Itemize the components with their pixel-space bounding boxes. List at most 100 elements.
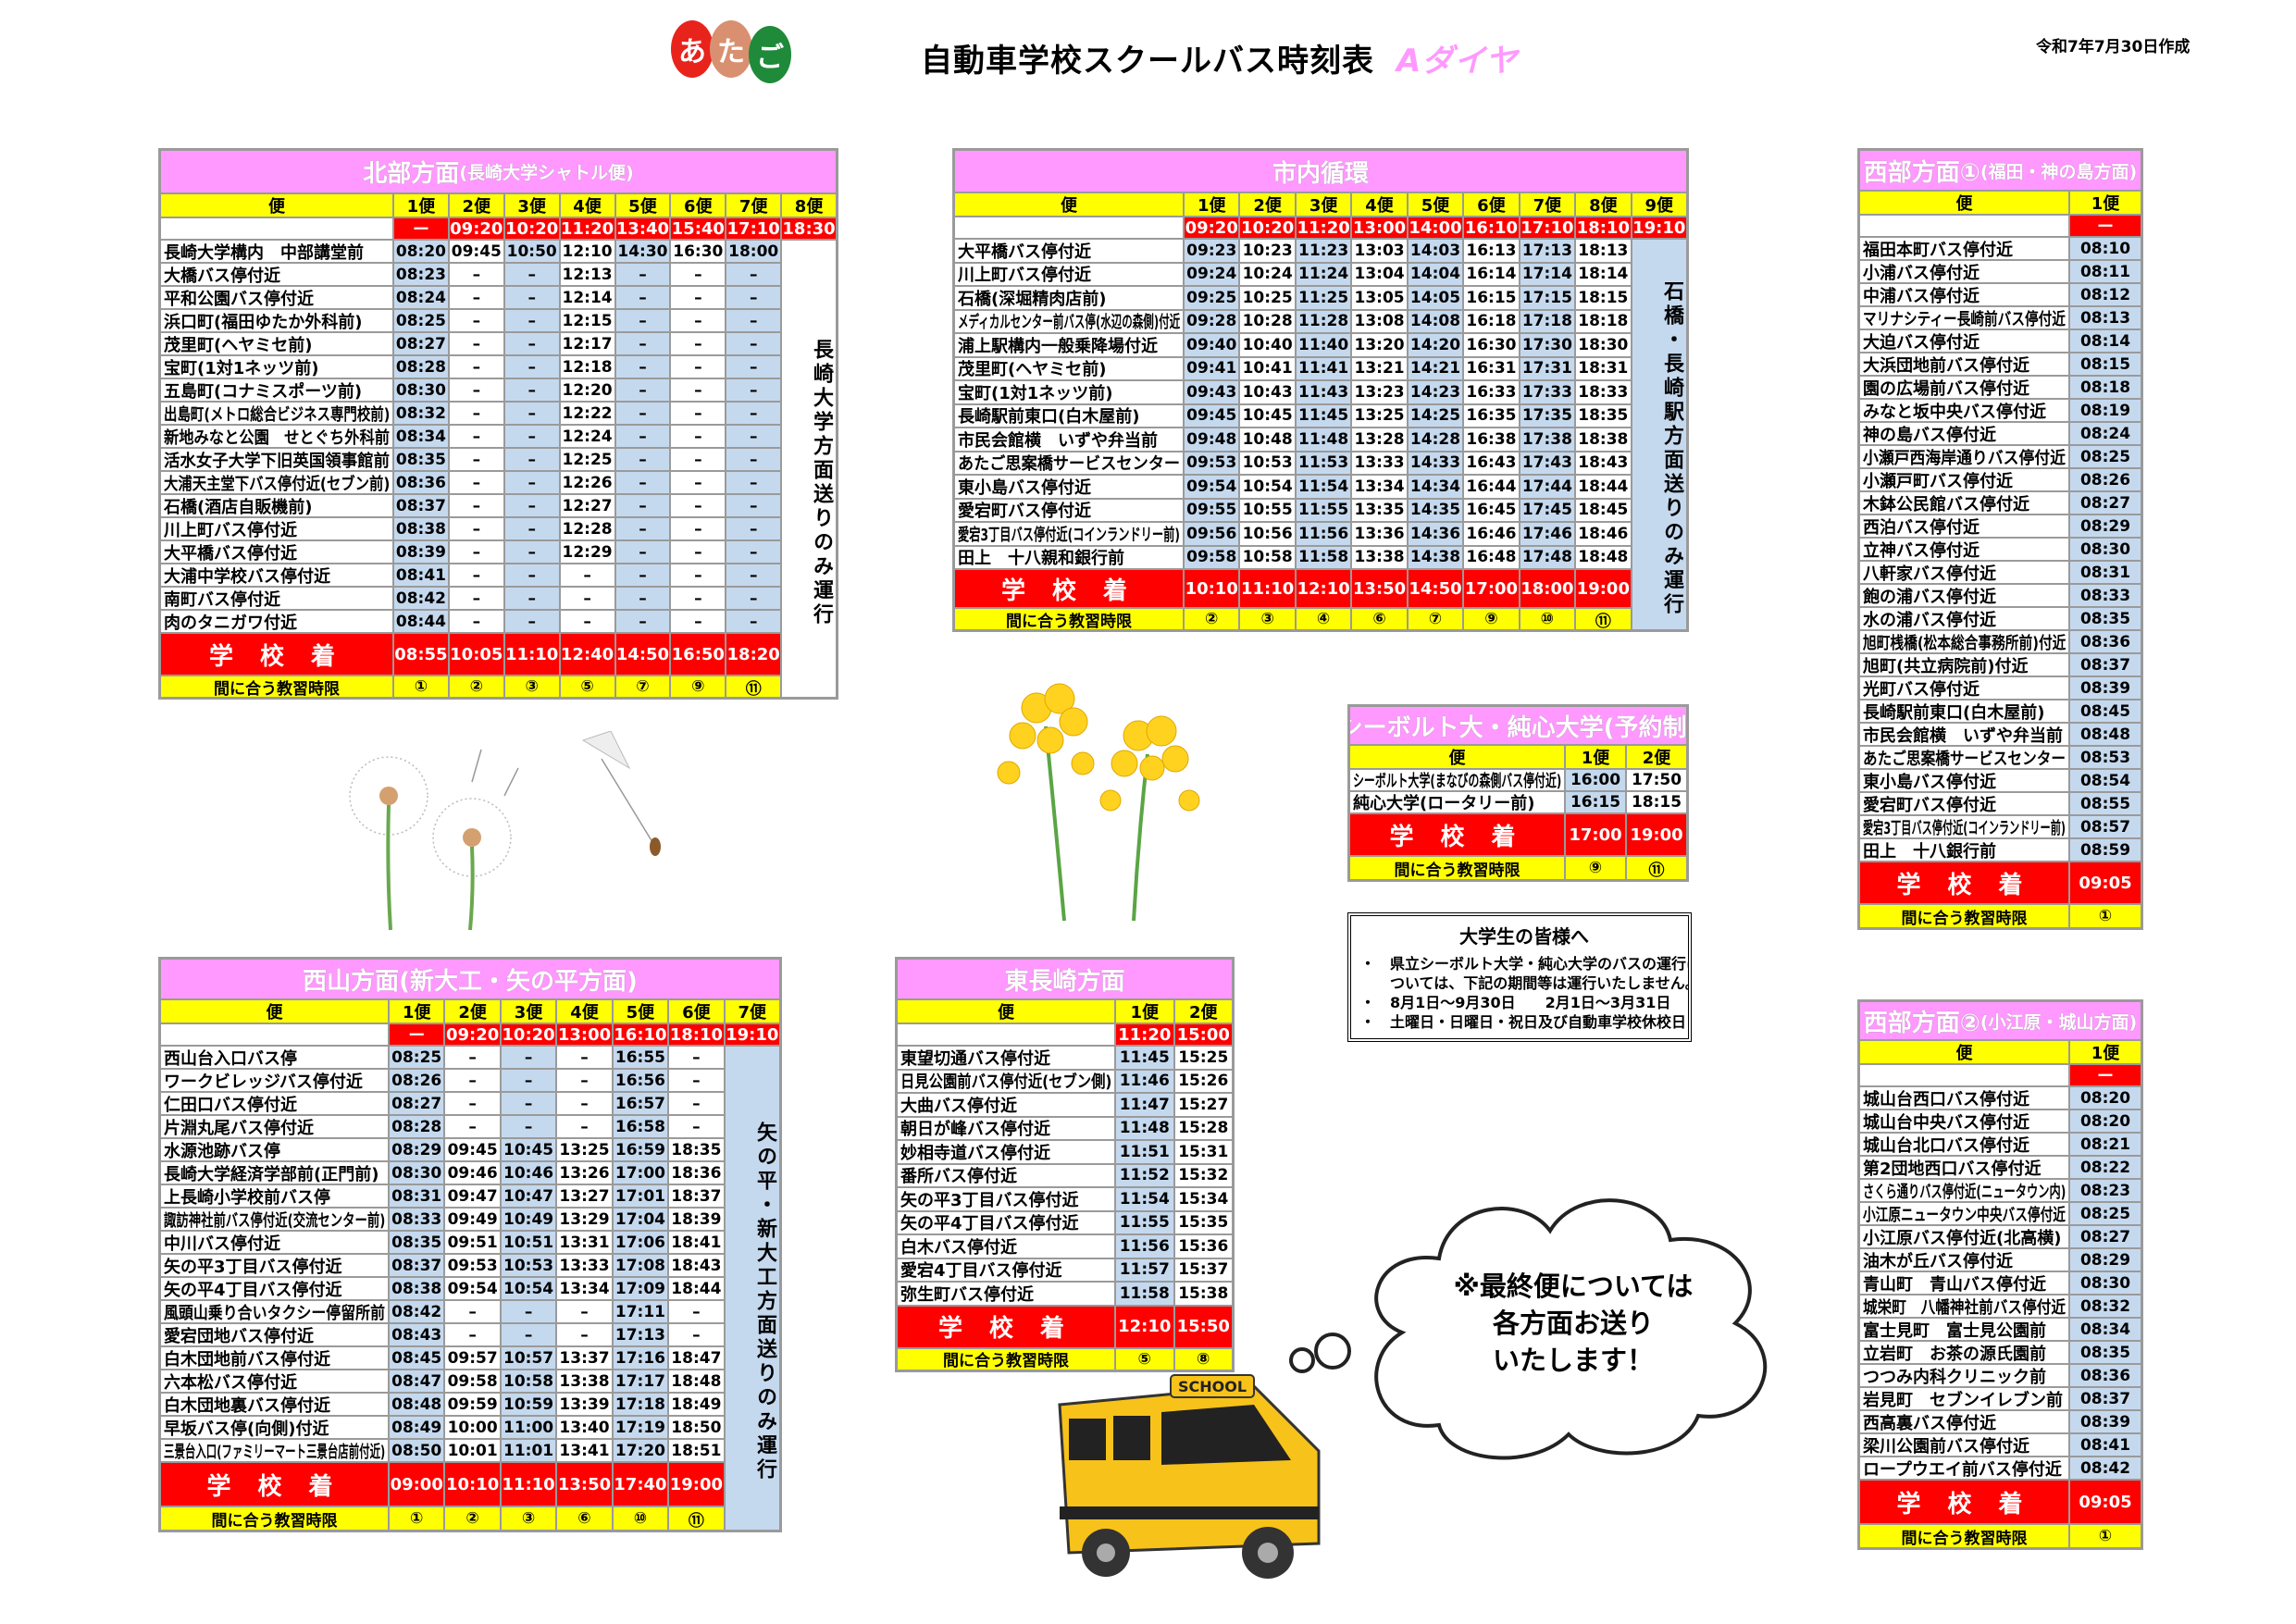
stop-name-text: 仁田口バス停付近 (164, 1095, 297, 1115)
depart-label: あたご自動車学校発 (1860, 1065, 2068, 1085)
stop-time: 18:48 (1576, 546, 1631, 568)
stop-time: – (726, 403, 781, 424)
stop-time: 11:23 (1296, 240, 1351, 262)
stop-time: 10:46 (501, 1162, 556, 1184)
stop-name: 活水女子大学下旧英国領事館前 (161, 449, 392, 470)
depart-time: ー (2070, 1065, 2141, 1085)
depart-time: 15:40 (671, 218, 726, 239)
stop-time: 16:30 (671, 241, 726, 262)
stop-time: – (671, 379, 726, 401)
stop-name-text: 東小島バス停付近 (958, 477, 1091, 498)
stop-name-text: 油木が丘バス停付近 (1863, 1251, 2013, 1271)
stop-name-text: シーボルト大学(まなびの森側バス停付近) (1353, 772, 1562, 790)
depart-time: 10:20 (504, 218, 559, 239)
stop-name-text: 中浦バス停付近 (1863, 286, 1980, 306)
stop-name-text: 早坂バス停(向側)付近 (164, 1419, 329, 1439)
stop-time: 16:13 (1464, 240, 1519, 262)
stop-time: 18:46 (1576, 523, 1631, 545)
stop-time: – (671, 264, 726, 285)
stop-time: 17:17 (613, 1370, 668, 1392)
stop-time: – (615, 611, 670, 632)
stop-time: 15:28 (1174, 1117, 1232, 1139)
stop-time: 08:20 (2070, 1087, 2141, 1109)
stop-name-text: 城山台中央バス停付近 (1863, 1112, 2029, 1133)
stop-time: 16:44 (1464, 476, 1519, 498)
stop-time: 15:27 (1174, 1094, 1232, 1116)
stop-time: 08:30 (394, 379, 448, 401)
stop-name-text: 白木団地前バス停付近 (164, 1349, 330, 1370)
stop-name-text: 愛宕4丁目バス停付近 (900, 1261, 1062, 1281)
stop-time: 17:08 (613, 1255, 668, 1276)
stop-time: 15:32 (1174, 1164, 1232, 1186)
stop-time: – (501, 1047, 556, 1068)
stop-time: 08:13 (2070, 307, 2141, 329)
stop-time: 09:45 (445, 1139, 500, 1160)
stop-name: 片淵丸尾バス停付近 (161, 1116, 388, 1137)
stop-name: 矢の平4丁目バス停付近 (898, 1211, 1114, 1233)
stop-time: 12:26 (560, 472, 614, 493)
stop-time: 17:31 (1520, 357, 1575, 379)
stop-time: – (726, 287, 781, 308)
depart-time: 18:10 (669, 1024, 724, 1045)
stop-time: 08:31 (2070, 562, 2141, 583)
stop-time: 18:51 (669, 1440, 724, 1461)
stop-name-text: 西泊バス停付近 (1863, 517, 1980, 538)
stop-time: 09:46 (445, 1162, 500, 1184)
stop-name-text: 風頭山乗り合いタクシー停留所前 (164, 1303, 385, 1323)
stop-name-text: 西山台入口バス停 (164, 1048, 297, 1069)
stop-time: 09:25 (1185, 287, 1239, 309)
stop-name-text: 三景台入口(ファミリーマート三景台店前付近) (164, 1442, 386, 1462)
stop-time: 17:00 (613, 1162, 668, 1184)
stop-time: 09:28 (1185, 310, 1239, 332)
bin-column-header: 7便 (726, 194, 781, 217)
lesson-period: ⑨ (671, 676, 726, 697)
stop-name-text: 第2団地西口バス停付近 (1863, 1159, 2042, 1179)
stop-time: 10:54 (501, 1278, 556, 1299)
stop-time: 08:25 (2070, 1203, 2141, 1224)
cloud-shape (1289, 1198, 1767, 1460)
stop-name: 大浜団地前バス停付近 (1860, 353, 2068, 375)
arrive-time: 12:10 (1116, 1306, 1173, 1347)
stop-name-text: 神の島バス停付近 (1863, 425, 1996, 445)
stop-time: – (615, 518, 670, 539)
stop-time: 16:15 (1464, 287, 1519, 309)
stop-time: 13:26 (557, 1162, 612, 1184)
stop-time: 13:33 (1352, 452, 1407, 474)
stop-name-text: 朝日が峰バス停付近 (900, 1120, 1050, 1139)
lesson-period: ④ (1296, 609, 1351, 629)
stop-name: 妙相寺道バス停付近 (898, 1141, 1114, 1163)
bin-column-header: 3便 (504, 194, 559, 217)
arrive-time: 13:50 (1352, 570, 1407, 607)
stop-name: さくら通りバス停付近(ニュータウン内) (1860, 1180, 2068, 1201)
stop-name-text: 新地みなと公園 せとぐち外科前 (164, 428, 390, 448)
arrive-label: 学 校 着 (955, 570, 1183, 607)
stop-time: – (501, 1116, 556, 1137)
stop-time: 11:54 (1296, 476, 1351, 498)
stop-time: 08:24 (2070, 423, 2141, 444)
stop-name: 五島町(コナミスポーツ前) (161, 379, 392, 401)
stop-time: 17:14 (1520, 263, 1575, 285)
stop-time: 13:29 (557, 1209, 612, 1230)
stop-time: – (557, 1324, 612, 1345)
stop-time: 08:19 (2070, 400, 2141, 421)
stop-time: – (501, 1301, 556, 1322)
stop-name: 大平橋バス停付近 (955, 240, 1183, 262)
depart-label-text: あたご自動車学校発 (900, 1026, 1050, 1045)
stop-time: – (449, 403, 503, 424)
stop-name: 長崎大学構内 中部講堂前 (161, 241, 392, 262)
lesson-period: ⑪ (1576, 609, 1631, 629)
stop-time: 15:26 (1174, 1070, 1232, 1092)
lesson-period: ⑤ (1116, 1348, 1173, 1370)
stop-time: 18:35 (1576, 404, 1631, 427)
lesson-period: ⑩ (613, 1507, 668, 1530)
stop-time: 16:55 (613, 1047, 668, 1068)
stop-name: 小瀬戸西海岸通りバス停付近 (1860, 446, 2068, 467)
stop-name: 弥生町バス停付近 (898, 1283, 1114, 1305)
stop-time: 16:33 (1464, 381, 1519, 403)
stop-time: 10:56 (1240, 523, 1295, 545)
stop-name: 旭町(共立病院前)付近 (1860, 654, 2068, 676)
timetable: 西部方面② (小江原・城山方面) 便 1便 あたご自動車学校発ー城山台西口バス停付近 08… (1857, 999, 2143, 1550)
stop-name-text: 愛宕3丁目バス停付近(コインランドリー前) (958, 525, 1180, 545)
lesson-period: ③ (501, 1507, 556, 1530)
atago-logo: あ た ご (671, 20, 810, 85)
